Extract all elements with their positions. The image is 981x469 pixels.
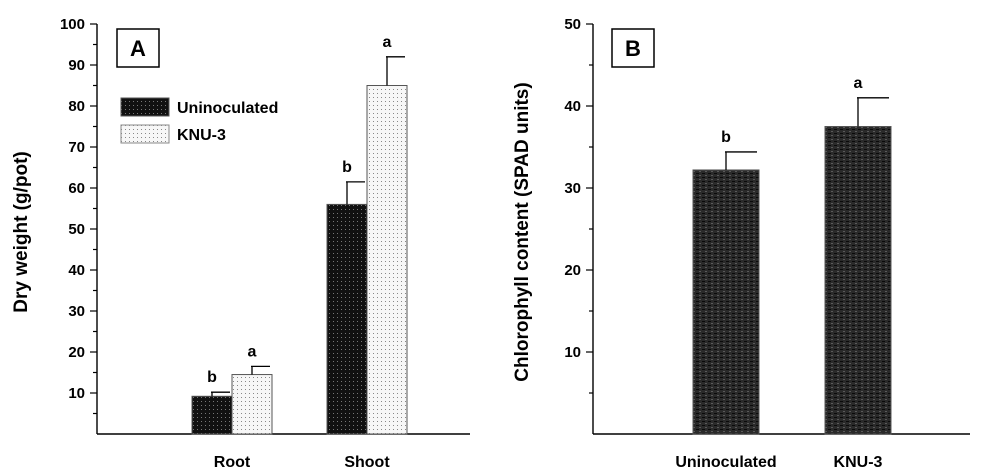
legend-label-knu3: KNU-3 bbox=[177, 127, 226, 144]
panel-a-x-tick-label: Shoot bbox=[344, 454, 390, 469]
panel-a-bar bbox=[366, 85, 408, 435]
panel-a-y-axis-title: Dry weight (g/pot) bbox=[11, 151, 32, 312]
panel-b-letter: B bbox=[625, 36, 641, 61]
panel-a-y-tick-label: 30 bbox=[68, 303, 85, 320]
panel-a-significance-letter: b bbox=[342, 159, 352, 176]
panel-a-bar bbox=[231, 374, 273, 435]
panel-b-bar bbox=[692, 169, 760, 435]
panel-a-letter-box bbox=[116, 28, 160, 68]
panel-a-axes: 10 20 30 40 50 60 70 80 90 100 Root Shoot bbox=[60, 16, 470, 469]
legend-label-uninoculated: Uninoculated bbox=[177, 100, 278, 117]
legend-swatch-uninoculated bbox=[120, 97, 170, 117]
panel-b-y-axis-title: Chlorophyll content (SPAD units) bbox=[512, 82, 533, 381]
panel-a-y-tick-label: 80 bbox=[68, 98, 85, 115]
panel-a-significance-letter: b bbox=[207, 369, 217, 386]
panel-b-significance-letter: a bbox=[854, 75, 863, 92]
panel-a-significance-letter: a bbox=[248, 343, 257, 360]
panel-a-y-tick-label: 100 bbox=[60, 16, 85, 33]
panel-a-y-tick-label: 10 bbox=[68, 385, 85, 402]
panel-a-y-tick-label: 90 bbox=[68, 57, 85, 74]
panel-a-bar bbox=[191, 395, 233, 435]
panel-a-letter: A bbox=[130, 36, 146, 61]
panel-b-bar bbox=[824, 126, 892, 435]
panel-b-y-tick-label: 50 bbox=[564, 16, 581, 33]
panel-b-letter-box bbox=[611, 28, 655, 68]
panel-a-y-tick-label: 40 bbox=[68, 262, 85, 279]
panel-a-significance-letter: a bbox=[383, 34, 392, 51]
panel-b-bars: ba bbox=[692, 75, 892, 435]
panel-a-y-tick-label: 20 bbox=[68, 344, 85, 361]
panel-b-chart: 10 20 30 40 50 Uninoculated KNU-3 B Chlorophyl… bbox=[512, 16, 970, 469]
panel-a-bars: b a b a bbox=[191, 34, 408, 435]
panel-a-x-tick-label: Root bbox=[214, 454, 251, 469]
panel-b-axes: 10 20 30 40 50 Uninoculated KNU-3 bbox=[564, 16, 970, 469]
panel-b-y-tick-label: 10 bbox=[564, 344, 581, 361]
panel-a-y-tick-label: 50 bbox=[68, 221, 85, 238]
panel-b-significance-letter: b bbox=[721, 129, 731, 146]
panel-b-x-tick-label: KNU-3 bbox=[834, 454, 883, 469]
panel-a-bar bbox=[326, 203, 368, 435]
legend-swatch-knu3 bbox=[120, 124, 170, 144]
panel-b-y-tick-label: 20 bbox=[564, 262, 581, 279]
panel-a-y-tick-label: 60 bbox=[68, 180, 85, 197]
panel-a-legend: Uninoculated KNU-3 bbox=[120, 97, 278, 144]
panel-b-y-tick-label: 40 bbox=[564, 98, 581, 115]
panel-b-y-tick-label: 30 bbox=[564, 180, 581, 197]
panel-a-y-tick-label: 70 bbox=[68, 139, 85, 156]
panel-b-x-tick-label: Uninoculated bbox=[675, 454, 776, 469]
panel-a-chart: 10 20 30 40 50 60 70 80 90 100 Root Shoot A Dry wei… bbox=[11, 16, 470, 469]
